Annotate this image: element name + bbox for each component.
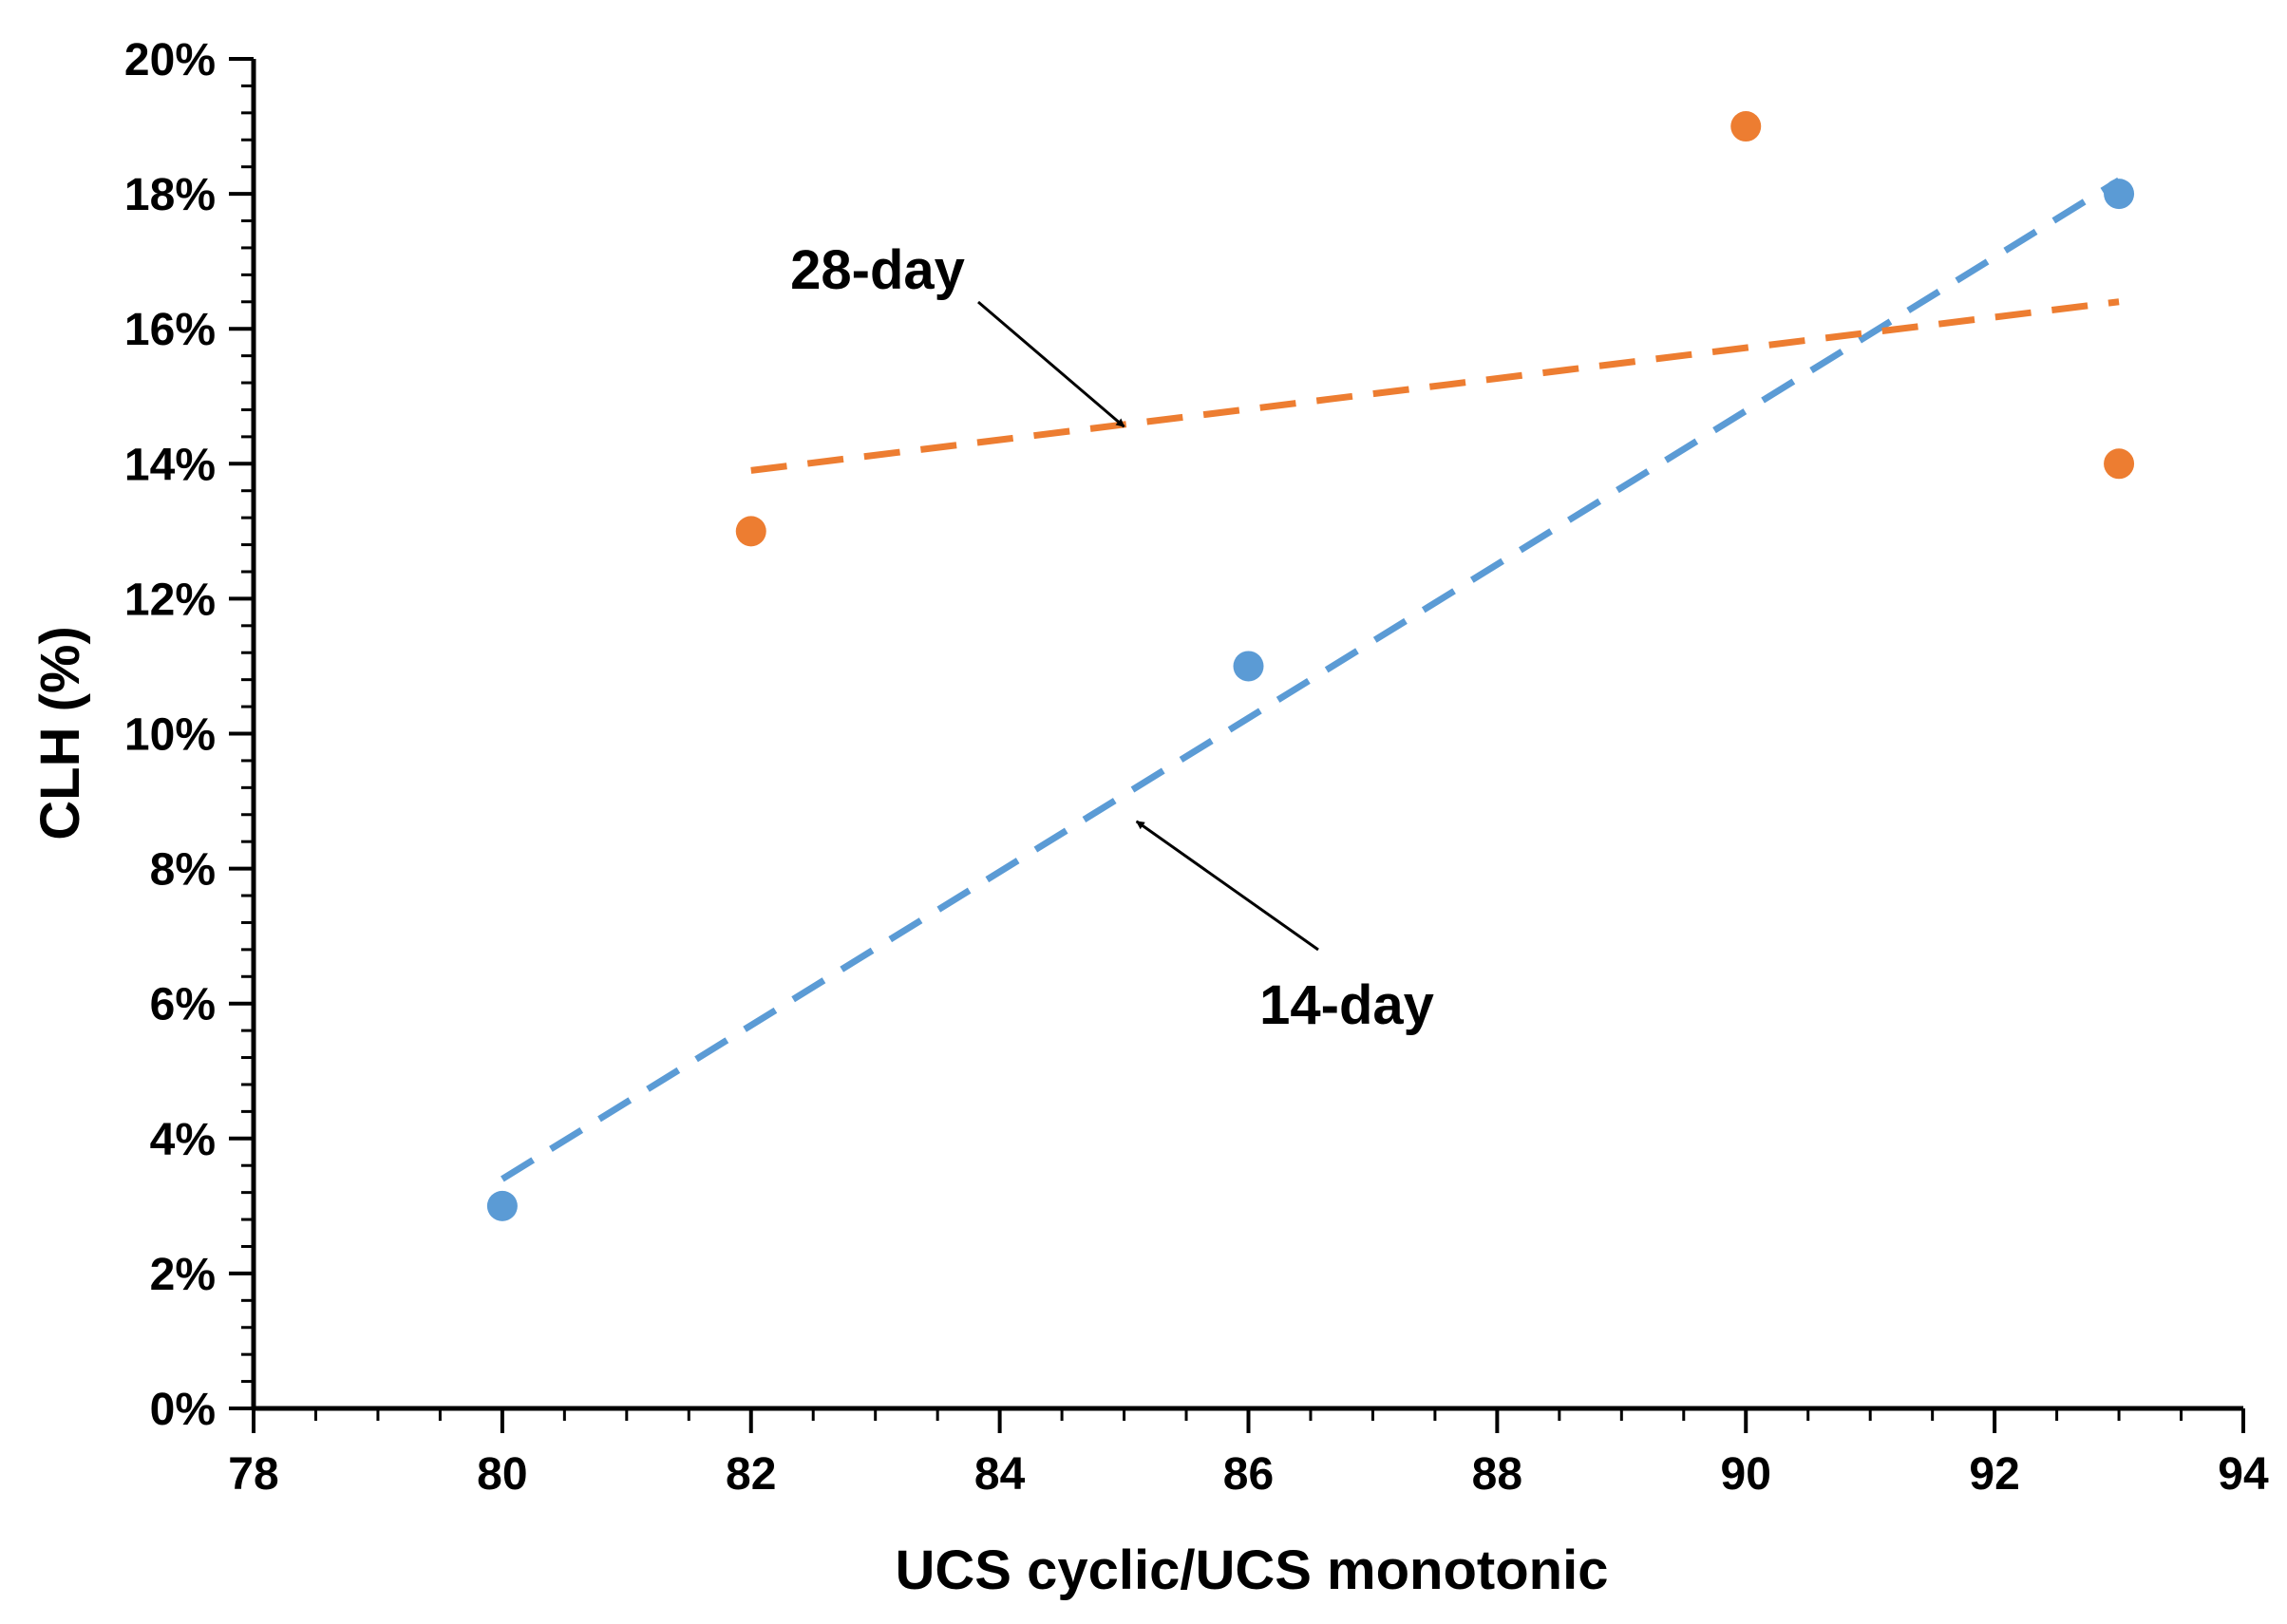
trendline-14-day: [501, 177, 2121, 1182]
x-tick-label: 80: [477, 1449, 527, 1500]
y-tick-label: 8%: [150, 845, 216, 896]
x-tick-label: 78: [228, 1449, 278, 1500]
x-tick-label: 88: [1472, 1449, 1522, 1500]
data-points: [486, 111, 2135, 1221]
annotation-label-28-day: 28-day: [790, 239, 965, 301]
y-tick-label: 20%: [124, 35, 216, 85]
data-point-14-day: [486, 1190, 518, 1221]
data-point-14-day: [1233, 651, 1264, 682]
x-tick-label: 86: [1223, 1449, 1274, 1500]
annotations: 28-day 14-day: [790, 239, 1434, 1036]
x-axis-title: UCS cyclic/UCS monotonic: [896, 1539, 1609, 1601]
data-point-14-day: [2104, 179, 2135, 210]
y-tick-label: 14%: [124, 440, 216, 490]
data-point-28-day: [2104, 448, 2135, 480]
data-point-28-day: [735, 516, 766, 547]
x-tick-label: 84: [974, 1449, 1026, 1500]
annotation-label-14-day: 14-day: [1259, 974, 1434, 1036]
annotation-arrow-14-day: [1135, 820, 1319, 952]
annotation-arrow-28-day: [977, 300, 1125, 428]
axes: 0% 2% 4% 6% 8% 10% 12% 14% 16% 18% 20% 78 80 82 84 86 88…: [124, 35, 2269, 1500]
x-tick-label: 94: [2218, 1449, 2269, 1500]
y-tick-label: 10%: [124, 710, 216, 761]
trendline-28-day: [750, 298, 2120, 474]
y-tick-label: 4%: [150, 1115, 216, 1165]
data-point-28-day: [1730, 111, 1762, 142]
y-tick-label: 16%: [124, 305, 216, 355]
y-axis-title: CLH (%): [29, 626, 91, 840]
x-tick-label: 90: [1721, 1449, 1771, 1500]
y-tick-label: 2%: [150, 1250, 216, 1300]
y-tick-label: 18%: [124, 170, 216, 220]
trendlines: [501, 177, 2121, 1182]
x-tick-label: 92: [1969, 1449, 2019, 1500]
y-tick-label: 6%: [150, 980, 216, 1030]
x-tick-label: 82: [726, 1449, 776, 1500]
y-tick-label: 0%: [150, 1385, 216, 1435]
y-tick-label: 12%: [124, 575, 216, 625]
